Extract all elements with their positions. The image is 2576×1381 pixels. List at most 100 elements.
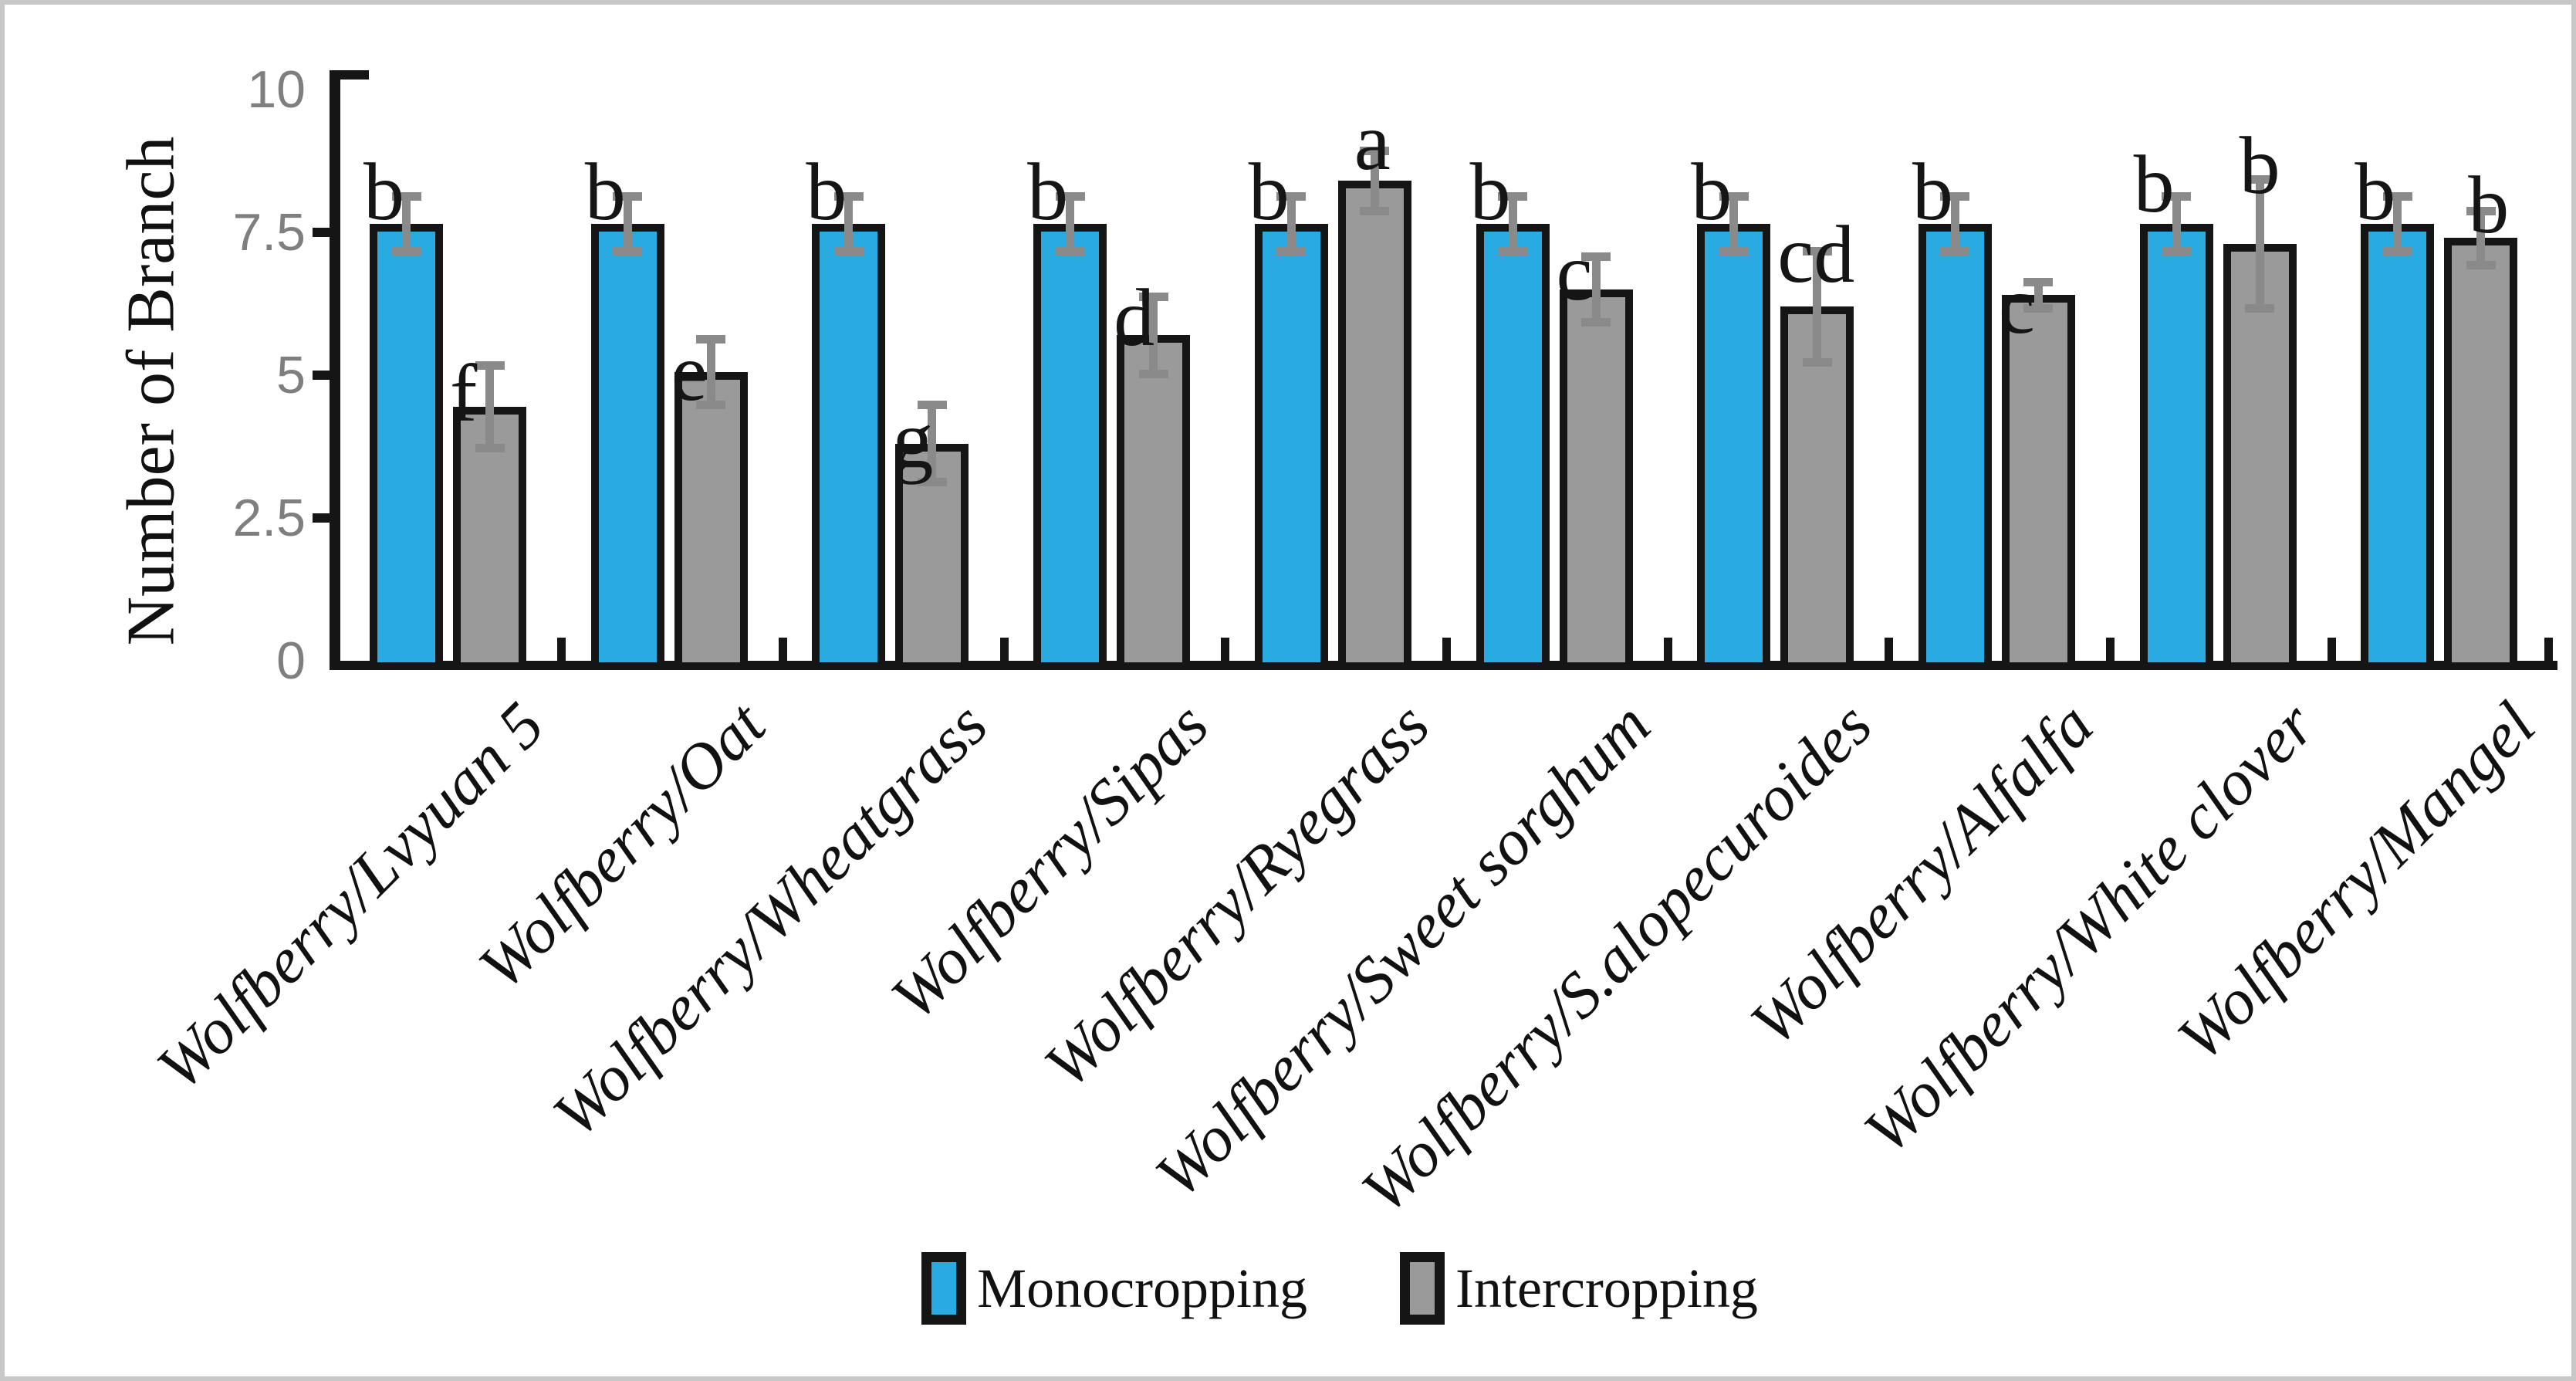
significance-letter-text: b: [2355, 147, 2396, 237]
bar-monocropping: [1697, 223, 1771, 670]
significance-letter-text: b: [584, 147, 626, 237]
significance-letter-text: d: [1114, 272, 1155, 364]
error-bar-cap: [833, 246, 864, 256]
error-bar: [402, 192, 411, 256]
bar-monocropping: [2361, 223, 2435, 670]
significance-letter-text: b: [1469, 147, 1511, 237]
x-category-label-text: Wolfberry/Lvyuan 5: [144, 689, 559, 1104]
error-bar-cap: [1276, 246, 1307, 256]
bar-monocropping: [1918, 223, 1992, 670]
y-tick-label: 0: [276, 631, 306, 690]
bar-intercropping: [674, 372, 748, 670]
error-bar-cap: [2023, 303, 2054, 313]
y-axis-top-tick: [340, 70, 369, 80]
error-bar-cap: [1802, 357, 1832, 367]
error-bar: [2172, 192, 2181, 256]
significance-letter-text: b: [1027, 147, 1069, 237]
error-bar-cap: [1940, 192, 1970, 201]
error-bar: [706, 335, 715, 410]
y-tick-label: 10: [247, 60, 306, 119]
x-tick: [2106, 638, 2115, 661]
x-category-label-text: Wolfberry/Wheatgrass: [539, 689, 1001, 1151]
error-bar: [1950, 192, 1959, 256]
error-bar: [1729, 192, 1739, 256]
significance-letter-text: f: [450, 347, 478, 438]
significance-letter-text: cd: [1777, 209, 1855, 300]
error-bar-cap: [1581, 318, 1611, 327]
error-bar: [1149, 292, 1158, 378]
error-bar-cap: [2023, 278, 2054, 287]
error-bar-cap: [2162, 246, 2192, 256]
error-bar-cap: [1581, 252, 1611, 261]
error-bar: [1508, 192, 1517, 256]
error-bar-cap: [2382, 246, 2412, 256]
error-bar: [1813, 246, 1822, 367]
legend-label: Intercropping: [1455, 1257, 1758, 1319]
error-bar-cap: [1498, 246, 1527, 256]
y-tick-label: 5: [276, 346, 306, 404]
bar-intercropping: [1780, 306, 1854, 670]
significance-letter-text: b: [2239, 120, 2280, 211]
x-tick: [1442, 638, 1451, 661]
error-bar-cap: [1055, 246, 1085, 256]
error-bar-cap: [2245, 175, 2275, 184]
error-bar-cap: [2466, 206, 2496, 215]
bar-intercropping: [1337, 181, 1411, 670]
error-bar-cap: [475, 360, 505, 370]
error-bar-cap: [1138, 292, 1168, 301]
y-tick: [313, 371, 340, 380]
bar-intercropping: [2223, 243, 2297, 670]
bar-intercropping: [1559, 289, 1633, 670]
significance-letter-text: b: [2468, 159, 2510, 250]
error-bar-cap: [2245, 303, 2275, 313]
significance-letter-text: c: [1998, 259, 2035, 350]
error-bar-cap: [917, 401, 947, 410]
error-bar: [623, 192, 632, 256]
x-category-label-text: Wolfberry/Ryegrass: [1030, 689, 1443, 1102]
error-bar: [928, 401, 937, 487]
bar-monocropping: [2139, 223, 2213, 670]
bar-monocropping: [590, 223, 664, 670]
significance-letter-text: b: [363, 147, 404, 237]
x-axis-line: [330, 661, 2557, 670]
bar-intercropping: [1117, 335, 1191, 670]
legend: Monocropping Intercropping: [221, 1238, 2459, 1339]
significance-letter-text: c: [1556, 227, 1593, 318]
error-bar-cap: [1138, 369, 1168, 378]
error-bar-cap: [391, 192, 421, 201]
error-bar-cap: [1276, 192, 1307, 201]
error-bar-cap: [696, 335, 726, 344]
error-bar: [1591, 252, 1601, 327]
bar-monocropping: [1033, 223, 1107, 670]
error-bar-cap: [1055, 192, 1085, 201]
error-bar: [2393, 192, 2402, 256]
significance-letter-text: b: [1912, 147, 1953, 237]
error-bar: [1066, 192, 1075, 256]
error-bar-cap: [833, 192, 864, 201]
x-tick: [778, 638, 787, 661]
bar-monocropping: [1476, 223, 1550, 670]
error-bar-cap: [2466, 261, 2496, 270]
error-bar: [2033, 278, 2043, 313]
legend-item-intercropping: Intercropping: [1400, 1252, 1758, 1325]
error-bar-cap: [696, 401, 726, 410]
bar-monocropping: [370, 223, 443, 670]
error-bar: [844, 192, 854, 256]
x-tick: [1221, 638, 1230, 661]
legend-label: Monocropping: [977, 1257, 1308, 1319]
error-bar-cap: [1719, 192, 1749, 201]
error-bar-cap: [1360, 206, 1390, 215]
x-tick: [1885, 638, 1894, 661]
error-bar-cap: [1802, 246, 1832, 256]
x-tick: [1663, 638, 1672, 661]
error-bar-cap: [391, 246, 421, 256]
error-bar: [1370, 147, 1379, 215]
significance-letter-text: e: [671, 327, 708, 418]
y-tick-label: 2.5: [232, 489, 306, 547]
x-tick: [999, 638, 1009, 661]
error-bar-cap: [1498, 192, 1527, 201]
y-tick: [313, 513, 340, 523]
x-tick: [2327, 638, 2336, 661]
error-bar-cap: [613, 192, 643, 201]
